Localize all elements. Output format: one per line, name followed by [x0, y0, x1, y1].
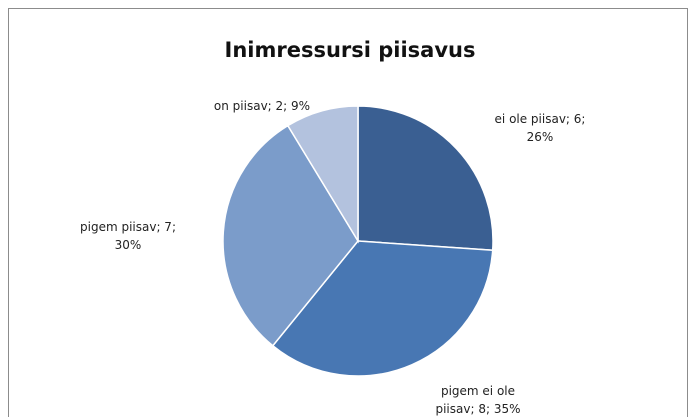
data-label: on piisav; 2; 9% — [213, 99, 311, 113]
pie-slice — [286, 105, 359, 244]
chart-title: Inimressursi piisavus — [224, 38, 476, 62]
pie-slice — [222, 124, 359, 347]
data-label: pigem piisav; 7; 30% — [80, 220, 176, 252]
data-label: pigem ei ole piisav; 8; 35% — [435, 384, 521, 416]
data-label: ei ole piisav; 6; 26% — [494, 112, 586, 144]
pie-slice — [271, 240, 494, 377]
pie-slice — [357, 105, 494, 252]
chart-frame — [8, 8, 688, 417]
